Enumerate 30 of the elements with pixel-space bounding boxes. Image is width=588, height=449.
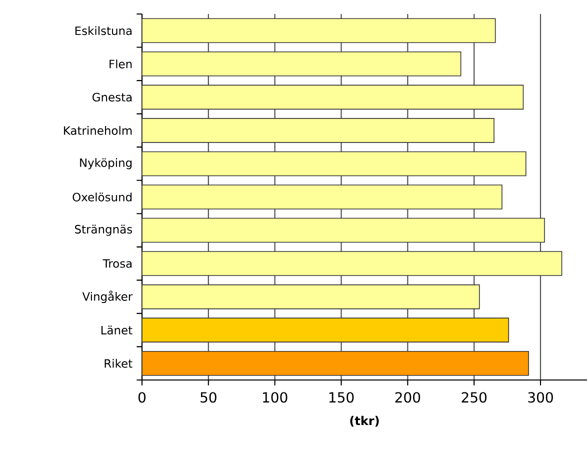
bar <box>142 218 545 243</box>
bar <box>142 18 496 44</box>
bar <box>142 118 494 143</box>
bar <box>142 84 524 110</box>
y-tick-label: Trosa <box>102 259 132 268</box>
x-axis-title: (tkr) <box>350 416 379 427</box>
bar <box>142 284 480 310</box>
y-tick-label: Riket <box>104 358 132 368</box>
y-tick-label: Katrineholm <box>64 126 132 135</box>
y-tick-label: Gnesta <box>92 92 132 102</box>
y-tick-label: Strängnäs <box>75 224 132 236</box>
bar <box>142 251 562 276</box>
y-tick-label: Nyköping <box>80 158 132 170</box>
x-tick-label: 0 <box>138 392 146 403</box>
y-tick-label: Eskilstuna <box>75 26 132 36</box>
bar <box>142 151 526 176</box>
bar <box>142 318 510 342</box>
bar <box>142 184 502 210</box>
y-tick-label: Länet <box>101 326 132 335</box>
x-tick-label: 50 <box>200 392 216 403</box>
bar <box>142 52 462 76</box>
x-tick-label: 250 <box>462 392 487 403</box>
x-tick-label: 100 <box>263 392 288 403</box>
y-tick-label: Vingåker <box>82 290 133 304</box>
y-tick-label: Flen <box>110 59 132 68</box>
x-tick-label: 200 <box>395 392 420 403</box>
x-tick-label: 150 <box>329 392 354 403</box>
x-tick-label: 300 <box>528 392 553 403</box>
bar <box>142 350 529 376</box>
y-tick-label: Oxelösund <box>72 192 132 202</box>
